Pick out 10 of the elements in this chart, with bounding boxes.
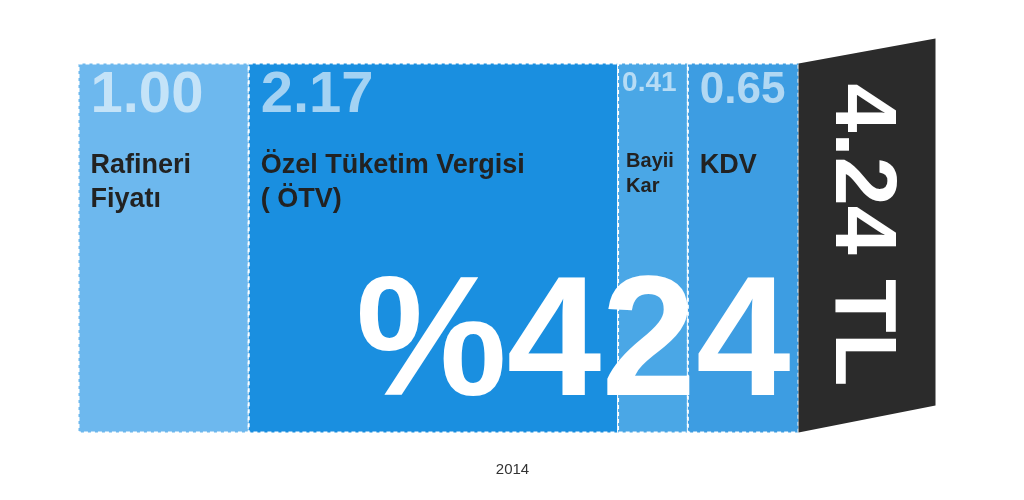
total-label: 4.24 TL: [817, 83, 916, 387]
data-label: 0.41: [622, 65, 677, 97]
data-label: 2.17: [260, 58, 374, 124]
data-label: 1.00: [90, 58, 204, 124]
series-label: Bayii Kar: [626, 148, 674, 196]
text: 2014: [495, 459, 530, 477]
series-label: KDV: [699, 148, 757, 179]
series-label: Rafineri Fiyatı: [90, 148, 192, 213]
series-label: Özel Tüketim Vergisi ( ÖTV): [260, 148, 525, 213]
data-label: 0.65: [699, 62, 786, 112]
